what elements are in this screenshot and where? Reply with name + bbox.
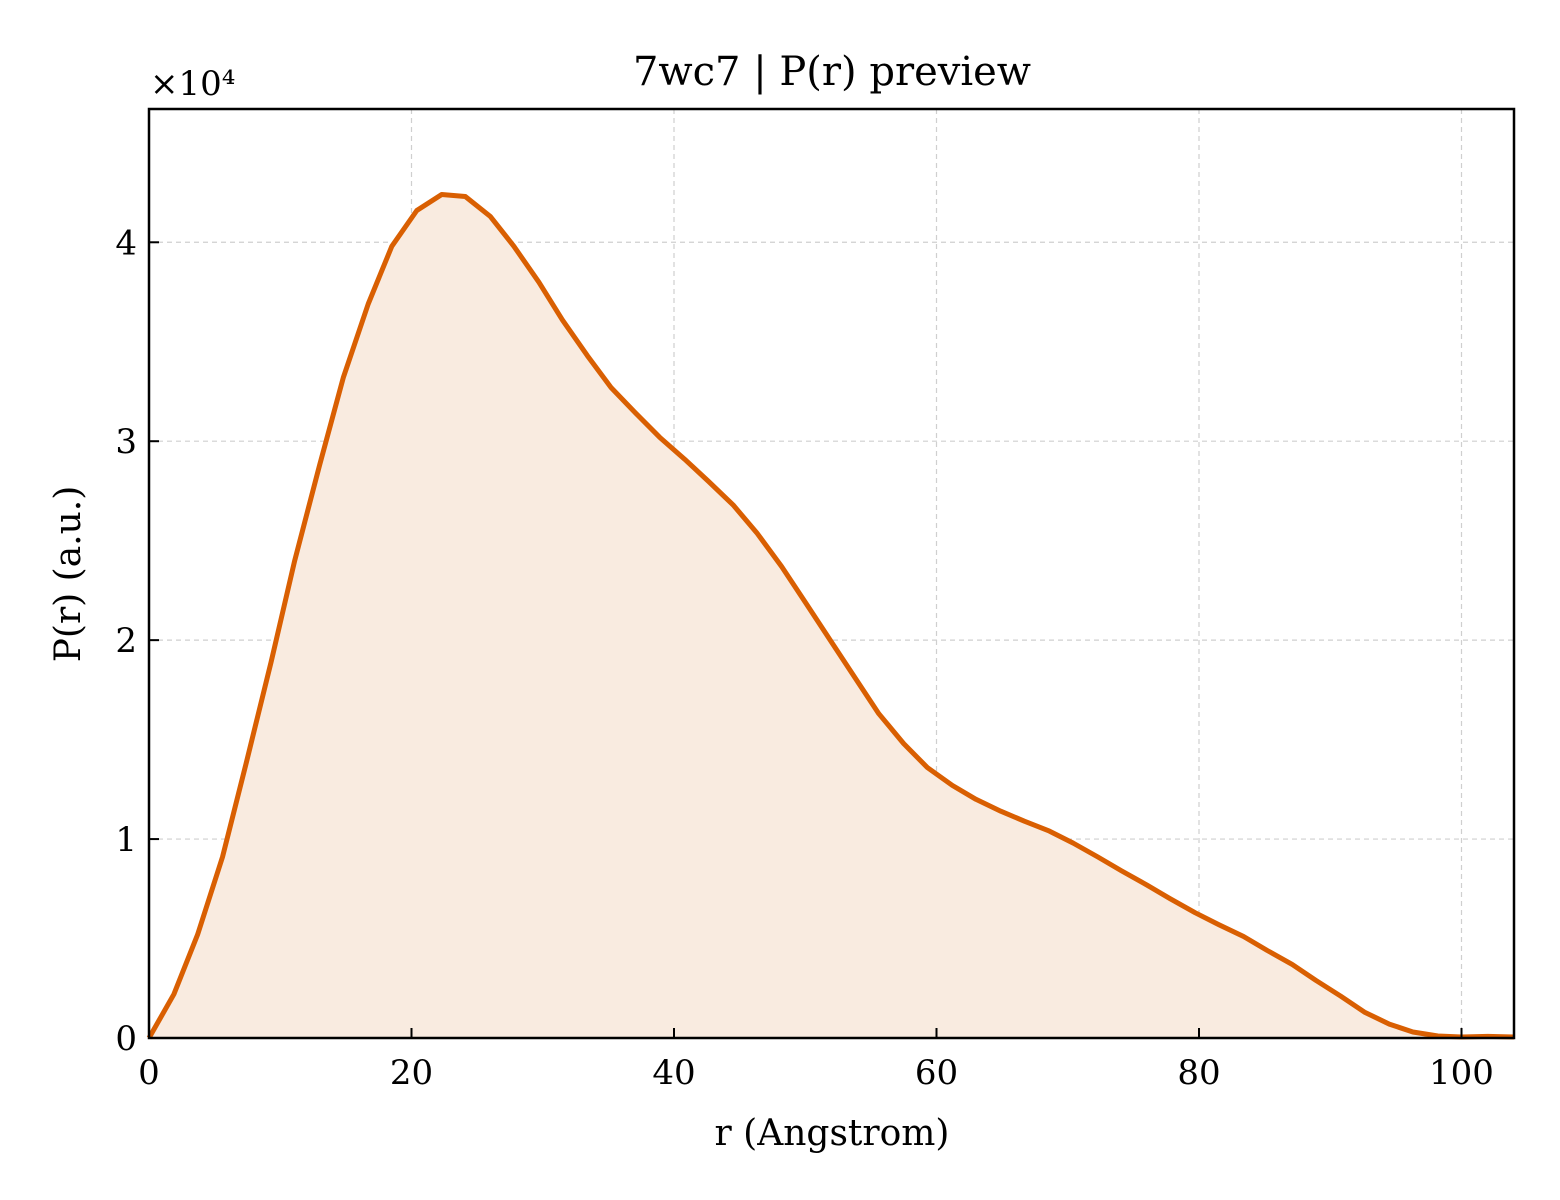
y-tick-label: 4 — [115, 223, 137, 263]
ticks — [148, 241, 1463, 1039]
y-multiplier-label: ×10⁴ — [150, 64, 235, 104]
series-line — [146, 192, 1515, 1040]
plot-frame — [147, 107, 1516, 1040]
y-tick-label: 2 — [115, 621, 137, 661]
x-tick-labels: 0 20 40 60 80 100 — [138, 1053, 1494, 1093]
x-tick-label: 80 — [1177, 1053, 1220, 1093]
x-tick-label: 100 — [1429, 1053, 1494, 1093]
y-tick-label: 3 — [115, 422, 137, 462]
y-axis-label: P(r) (a.u.) — [48, 486, 89, 663]
area-fill — [149, 194, 1514, 1038]
y-tick-label: 0 — [115, 1019, 137, 1059]
chart-title: 7wc7 | P(r) preview — [633, 49, 1031, 95]
x-tick-label: 60 — [915, 1053, 958, 1093]
x-tick-label: 40 — [652, 1053, 695, 1093]
y-tick-label: 1 — [115, 820, 137, 860]
x-axis-label: r (Angstrom) — [715, 1113, 950, 1154]
x-tick-label: 0 — [138, 1053, 160, 1093]
y-tick-labels: 0 1 2 3 4 — [115, 223, 137, 1059]
x-tick-label: 20 — [390, 1053, 433, 1093]
